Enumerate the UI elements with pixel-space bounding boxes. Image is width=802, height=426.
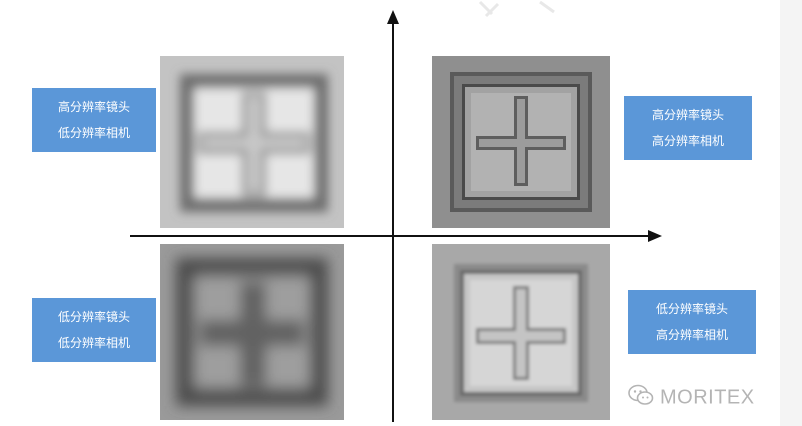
camera-resolution-label: 高分辨率相机 <box>651 134 724 148</box>
label-bottom-right: 低分辨率镜头 高分辨率相机 <box>628 290 756 354</box>
x-axis-arrowhead <box>648 230 662 242</box>
image-bottom-left <box>160 244 344 420</box>
camera-resolution-label: 高分辨率相机 <box>655 328 728 342</box>
lens-resolution-label: 低分辨率镜头 <box>655 302 728 316</box>
camera-resolution-label: 低分辨率相机 <box>57 336 130 350</box>
wechat-icon <box>628 384 654 412</box>
image-bottom-right <box>432 244 610 420</box>
faint-top-mark <box>478 0 555 18</box>
label-top-right: 高分辨率镜头 高分辨率相机 <box>624 96 752 160</box>
label-bottom-left: 低分辨率镜头 低分辨率相机 <box>32 298 156 362</box>
watermark: MORITEX <box>628 384 755 412</box>
lens-resolution-label: 低分辨率镜头 <box>57 310 130 324</box>
lens-resolution-label: 高分辨率镜头 <box>57 100 130 114</box>
camera-resolution-label: 低分辨率相机 <box>57 126 130 140</box>
lens-resolution-label: 高分辨率镜头 <box>651 108 724 122</box>
watermark-text: MORITEX <box>660 386 755 409</box>
y-axis-arrowhead <box>387 10 399 24</box>
image-top-right <box>432 56 610 228</box>
page-edge-strip <box>780 0 802 426</box>
image-top-left <box>160 56 344 228</box>
label-top-left: 高分辨率镜头 低分辨率相机 <box>32 88 156 152</box>
